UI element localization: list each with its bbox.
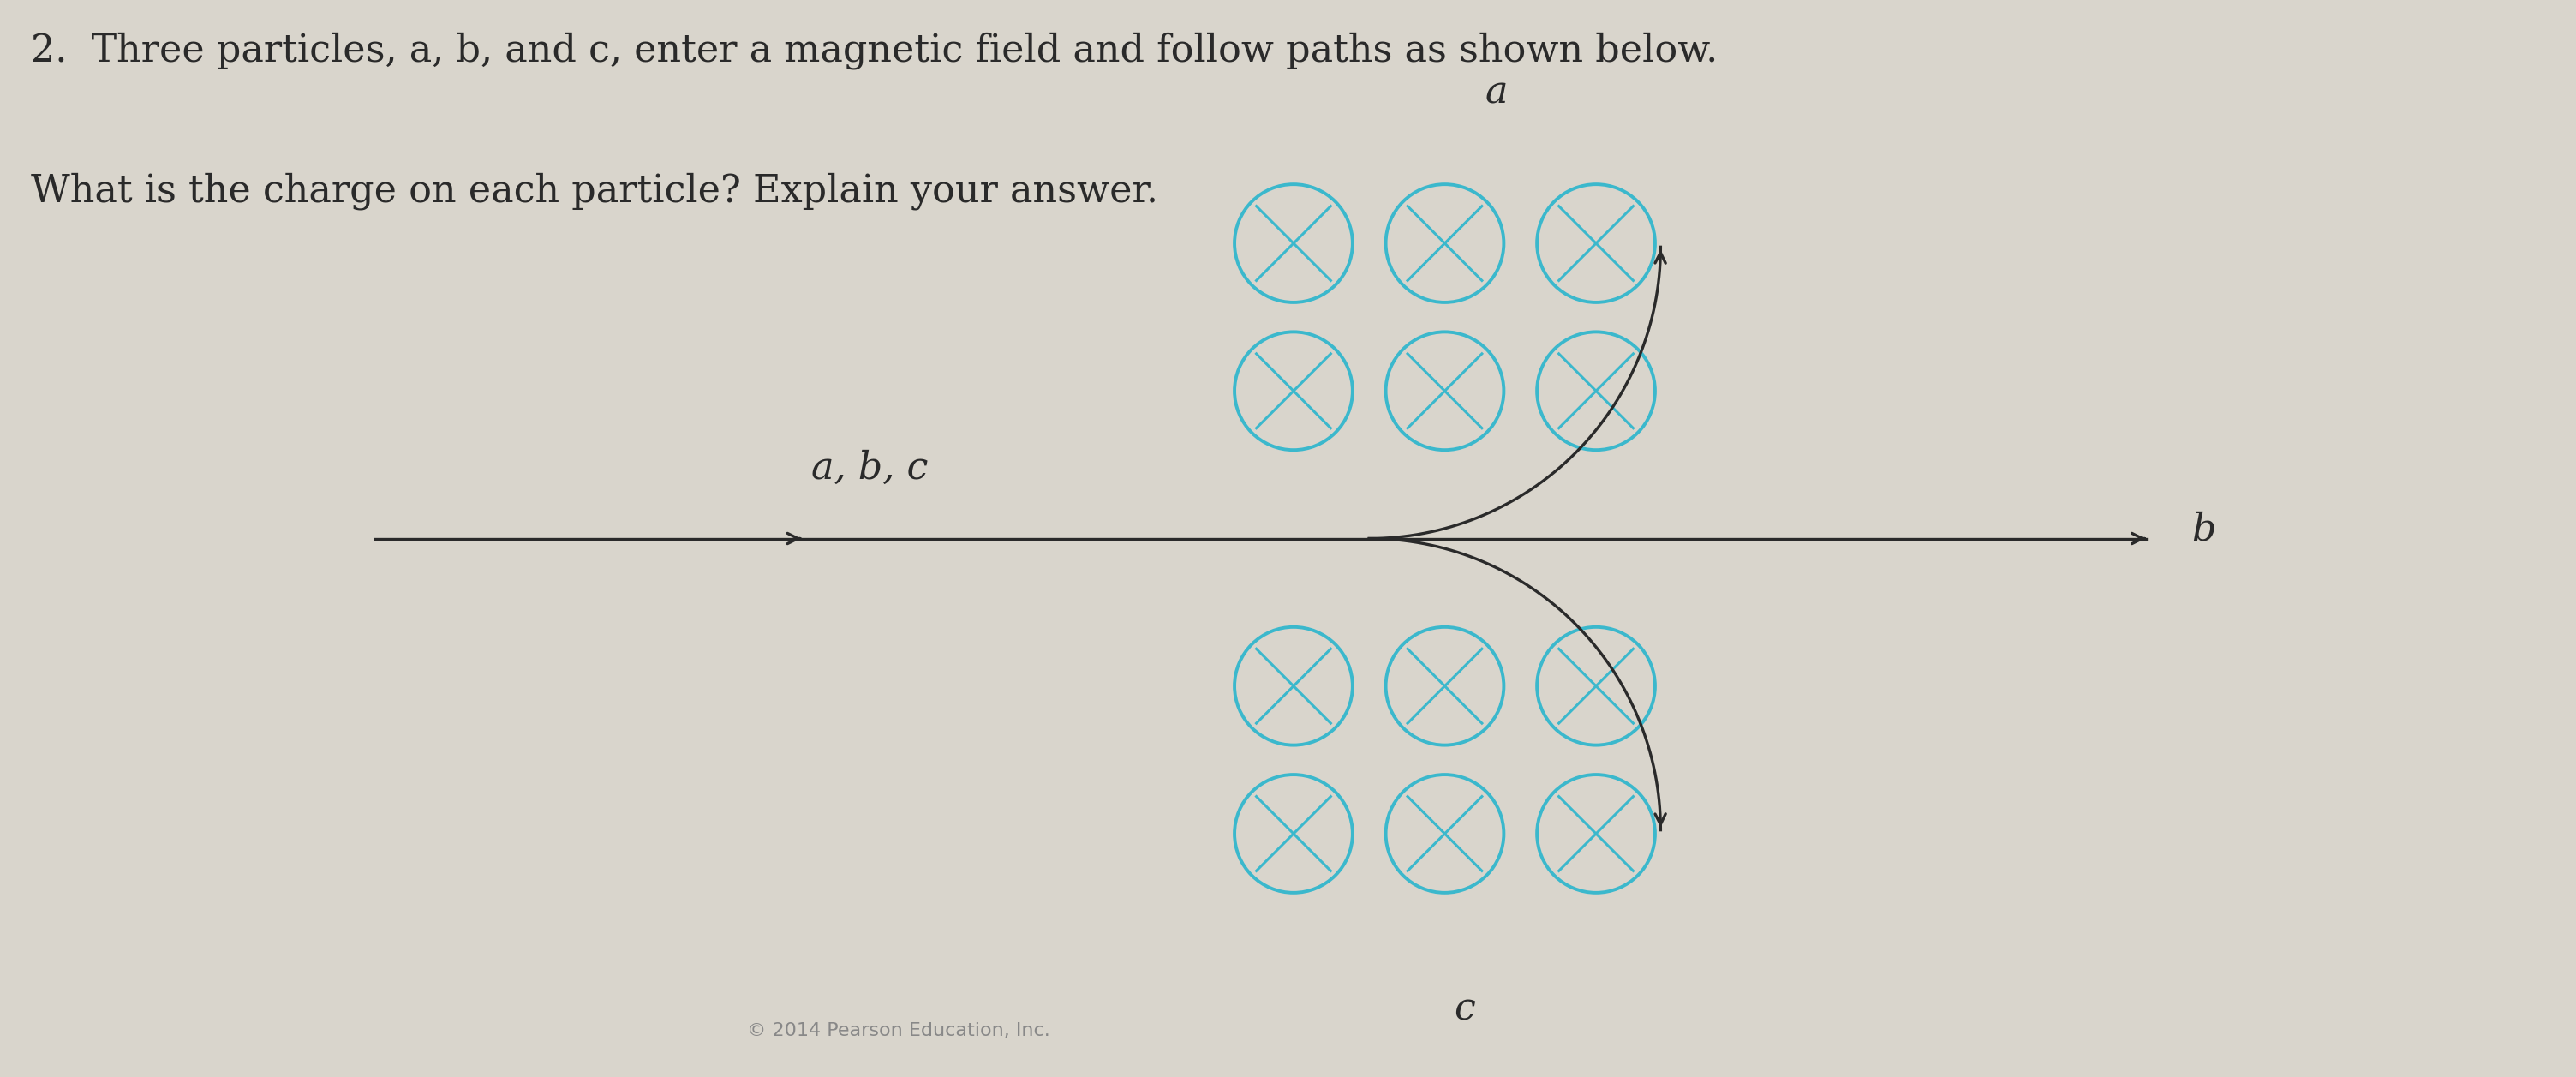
Text: © 2014 Pearson Education, Inc.: © 2014 Pearson Education, Inc.	[747, 1022, 1051, 1039]
Text: What is the charge on each particle? Explain your answer.: What is the charge on each particle? Exp…	[31, 172, 1159, 210]
Text: c: c	[1453, 991, 1476, 1027]
Text: b: b	[2192, 510, 2215, 548]
Text: a: a	[1486, 73, 1507, 111]
Text: a, b, c: a, b, c	[811, 450, 927, 487]
Text: 2.  Three particles, a, b, and c, enter a magnetic field and follow paths as sho: 2. Three particles, a, b, and c, enter a…	[31, 32, 1718, 70]
